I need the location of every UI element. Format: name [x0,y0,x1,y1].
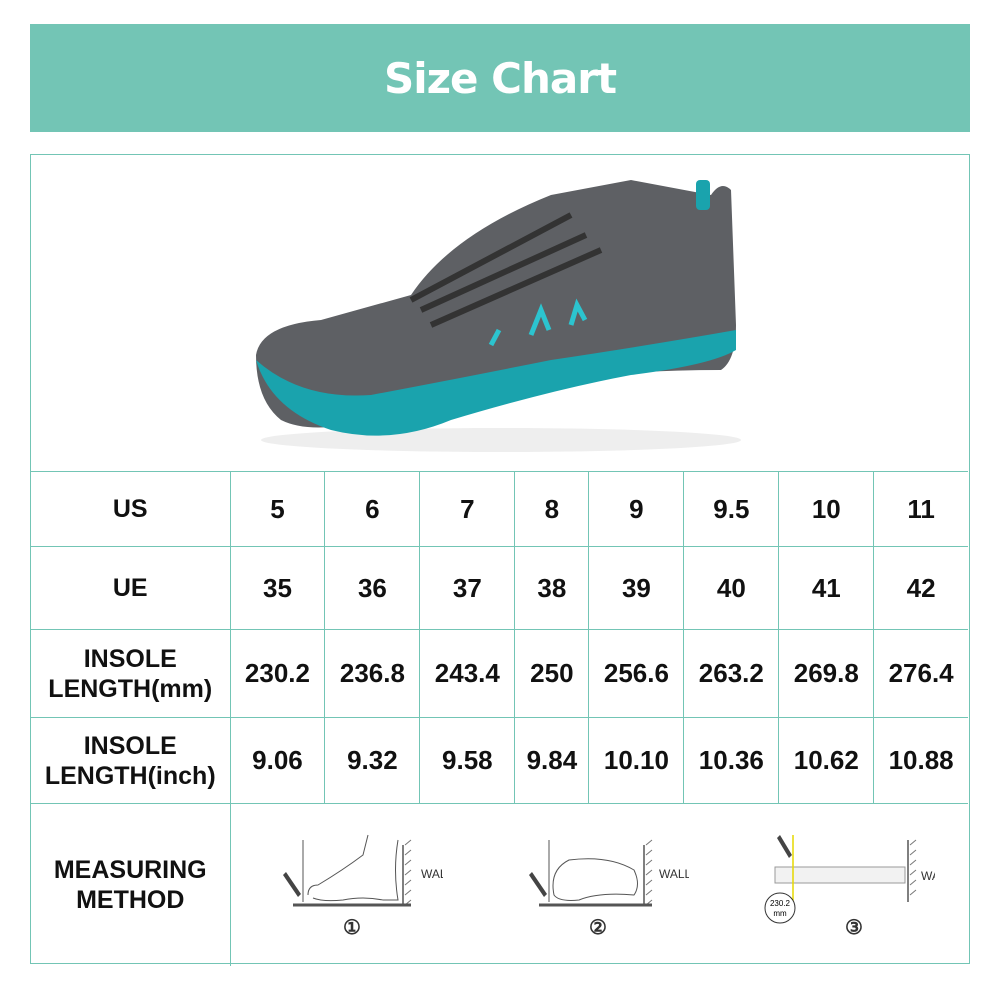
row-label: INSOLE LENGTH(mm) [31,629,231,718]
cell: 9.06 [229,717,326,804]
table-row-measuring: MEASURING METHOD WALL ① WALL ② [31,803,968,966]
size-chart-table: US 5 6 7 8 9 9.5 10 11 UE 35 36 37 38 39 40 41 42 INSO… [30,154,970,966]
cell: 10.62 [778,717,875,804]
product-image [31,155,968,471]
cell: 10.88 [873,717,968,804]
cell: 263.2 [683,629,780,718]
table-row-insole-mm: INSOLE LENGTH(mm) 230.2 236.8 243.4 250 256.… [31,629,968,718]
svg-text:WALL: WALL [421,867,443,881]
table-row-insole-inch: INSOLE LENGTH(inch) 9.06 9.32 9.58 9.84 10.1… [31,717,968,804]
cell: 41 [778,546,875,630]
cell: 10.36 [683,717,780,804]
cell: 9.58 [419,717,516,804]
svg-text:mm: mm [773,909,787,918]
cell: 5 [229,471,326,547]
row-label: US [31,471,231,547]
cell: 38 [514,546,590,630]
cell: 10 [778,471,875,547]
cell: 6 [324,471,421,547]
cell: 7 [419,471,516,547]
cell: 276.4 [873,629,968,718]
cell: 269.8 [778,629,875,718]
cell: 39 [588,546,685,630]
svg-text:③: ③ [845,917,863,939]
cell: 9.84 [514,717,590,804]
cell: 236.8 [324,629,421,718]
table-row-us: US 5 6 7 8 9 9.5 10 11 [31,471,968,547]
cell: 40 [683,546,780,630]
table-row-ue: UE 35 36 37 38 39 40 41 42 [31,546,968,630]
row-label: UE [31,546,231,630]
cell: 36 [324,546,421,630]
cell: 42 [873,546,968,630]
row-label: INSOLE LENGTH(inch) [31,717,231,804]
title-banner: Size Chart [30,24,970,132]
cell: 243.4 [419,629,516,718]
cell: 11 [873,471,968,547]
step-1-illustration: WALL ① [263,830,454,940]
svg-text:WALL: WALL [659,867,689,881]
cell: 10.10 [588,717,685,804]
row-label: MEASURING METHOD [31,803,231,966]
svg-text:②: ② [589,917,607,939]
svg-text:230.2: 230.2 [770,899,791,908]
cell: 37 [419,546,516,630]
cell: 8 [514,471,590,547]
cell: 9.5 [683,471,780,547]
step-2-illustration: WALL ② [509,830,692,940]
cell: 9.32 [324,717,421,804]
page-title: Size Chart [383,53,617,103]
svg-text:①: ① [343,917,361,939]
measuring-illustrations: WALL ① WALL ② 230.2 mm [229,803,968,966]
size-table: US 5 6 7 8 9 9.5 10 11 UE 35 36 37 38 39 40 41 42 INSO… [31,471,968,966]
cell: 35 [229,546,326,630]
cell: 230.2 [229,629,326,718]
svg-text:WALL: WALL [921,869,935,883]
cell: 9 [588,471,685,547]
step-3-illustration: 230.2 mm WALL ③ [755,830,954,940]
cell: 250 [514,629,590,718]
cell: 256.6 [588,629,685,718]
